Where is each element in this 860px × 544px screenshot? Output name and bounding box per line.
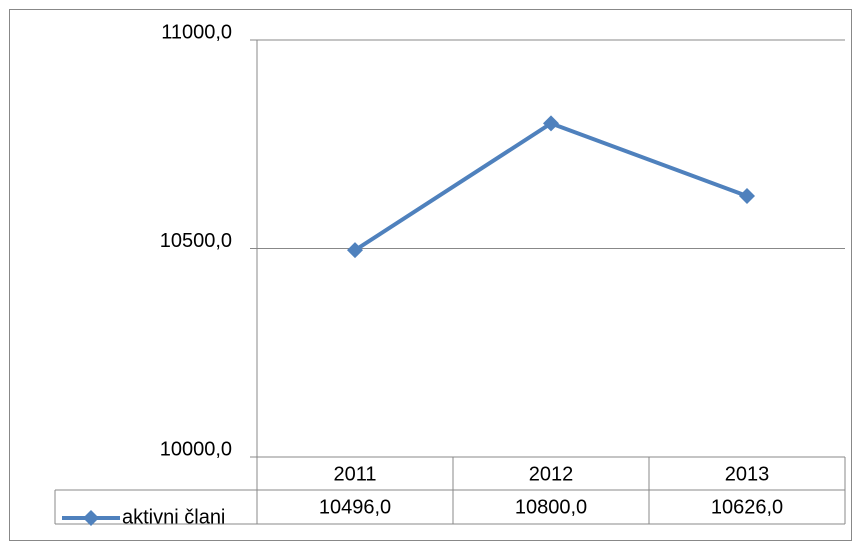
table-value: 10496,0 — [319, 496, 391, 518]
marker — [543, 115, 559, 132]
marker — [347, 242, 363, 259]
y-tick-label: 10000,0 — [160, 438, 232, 460]
table-value: 10800,0 — [515, 496, 587, 518]
x-tick-label: 2011 — [333, 463, 376, 485]
marker — [739, 187, 755, 204]
legend-label: aktivni člani — [122, 506, 225, 528]
x-tick-label: 2013 — [725, 463, 770, 485]
x-tick-label: 2012 — [529, 463, 574, 485]
data-table-frame — [54, 40, 846, 525]
chart-border — [9, 9, 852, 541]
table-value: 10626,0 — [711, 496, 783, 518]
y-tick-label: 11000,0 — [161, 21, 232, 43]
legend-marker — [83, 510, 99, 526]
y-tick-label: 10500,0 — [160, 230, 232, 252]
